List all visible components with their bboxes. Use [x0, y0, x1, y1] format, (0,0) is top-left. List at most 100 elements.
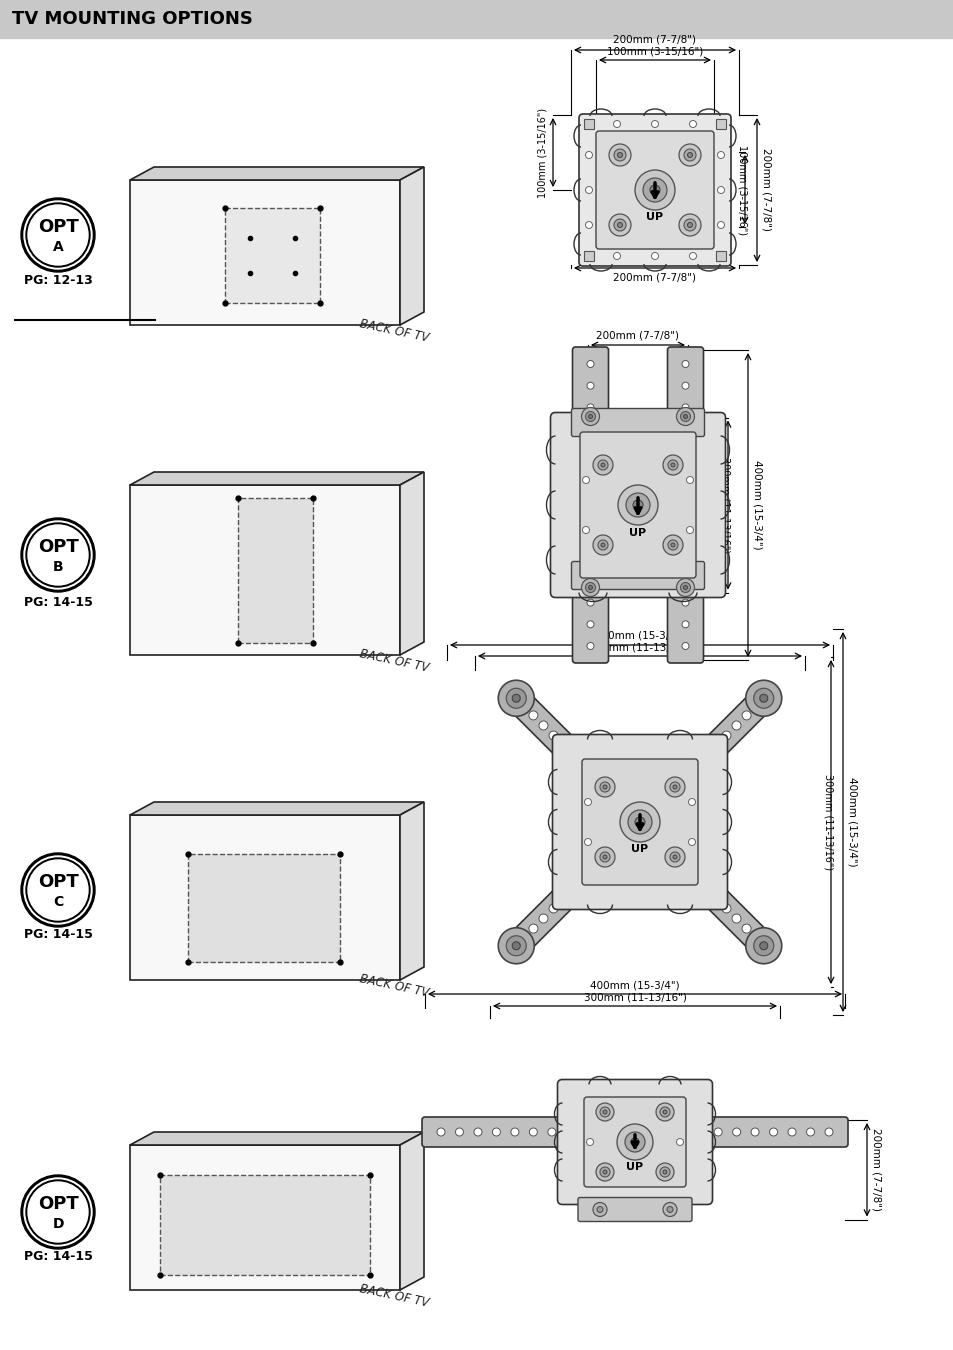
Circle shape	[585, 412, 595, 421]
Bar	[130, 1145, 399, 1291]
Circle shape	[717, 186, 723, 193]
Bar	[225, 208, 319, 302]
Circle shape	[602, 1110, 606, 1114]
Circle shape	[751, 701, 760, 710]
Bar	[716, 119, 725, 130]
Circle shape	[593, 535, 613, 555]
Text: D: D	[52, 1216, 64, 1231]
Circle shape	[824, 1129, 832, 1135]
Text: C: C	[52, 895, 63, 909]
Circle shape	[617, 223, 622, 228]
Circle shape	[618, 485, 658, 525]
Circle shape	[582, 477, 589, 483]
Circle shape	[26, 859, 90, 922]
Circle shape	[582, 526, 589, 533]
Circle shape	[538, 721, 547, 730]
Circle shape	[731, 914, 740, 923]
Circle shape	[586, 425, 594, 432]
Polygon shape	[130, 802, 423, 815]
Circle shape	[750, 1129, 759, 1135]
Text: B: B	[52, 560, 63, 574]
Circle shape	[586, 643, 594, 649]
Circle shape	[687, 153, 692, 158]
Text: BACK OF TV: BACK OF TV	[357, 972, 430, 999]
Circle shape	[558, 741, 568, 751]
Circle shape	[681, 578, 688, 585]
Circle shape	[595, 846, 615, 867]
FancyBboxPatch shape	[581, 759, 698, 886]
Circle shape	[602, 784, 606, 788]
Circle shape	[617, 153, 622, 158]
Circle shape	[669, 852, 679, 863]
Circle shape	[701, 884, 710, 892]
Circle shape	[613, 120, 619, 127]
Circle shape	[672, 855, 677, 859]
Circle shape	[585, 186, 592, 193]
Text: 200mm (7-7/8"): 200mm (7-7/8")	[596, 331, 679, 342]
Circle shape	[681, 404, 688, 410]
Circle shape	[28, 525, 88, 585]
Circle shape	[769, 1129, 777, 1135]
Text: 300mm (11-13/16"): 300mm (11-13/16")	[823, 774, 833, 869]
Circle shape	[26, 1180, 90, 1243]
Circle shape	[689, 120, 696, 127]
Circle shape	[617, 1125, 652, 1160]
Bar	[188, 855, 339, 963]
Circle shape	[613, 252, 619, 259]
Bar	[160, 1174, 370, 1274]
Polygon shape	[130, 167, 423, 180]
Circle shape	[512, 694, 519, 702]
Text: 400mm (15-3/4"): 400mm (15-3/4")	[595, 630, 684, 641]
Text: BACK OF TV: BACK OF TV	[357, 1282, 430, 1310]
Bar	[583, 119, 594, 130]
Bar	[130, 485, 399, 655]
Circle shape	[630, 1138, 639, 1146]
Circle shape	[586, 447, 594, 454]
Circle shape	[569, 884, 578, 892]
Text: 300mm (11-13/16"): 300mm (11-13/16")	[583, 994, 686, 1003]
Circle shape	[664, 846, 684, 867]
Circle shape	[670, 463, 675, 467]
Circle shape	[21, 1174, 95, 1249]
Circle shape	[662, 535, 682, 555]
Circle shape	[649, 185, 659, 194]
Circle shape	[595, 778, 615, 796]
Circle shape	[682, 414, 687, 418]
Bar	[716, 251, 725, 261]
Polygon shape	[399, 1133, 423, 1291]
Text: PG: 14-15: PG: 14-15	[24, 929, 92, 941]
Circle shape	[586, 621, 594, 628]
Circle shape	[741, 925, 750, 933]
Circle shape	[686, 477, 693, 483]
Text: 200mm (7-7/8"): 200mm (7-7/8")	[871, 1129, 882, 1211]
Circle shape	[581, 408, 598, 425]
Circle shape	[28, 1183, 88, 1242]
Circle shape	[529, 1129, 537, 1135]
Circle shape	[681, 643, 688, 649]
Circle shape	[682, 586, 687, 590]
Circle shape	[681, 468, 688, 477]
FancyBboxPatch shape	[552, 734, 727, 910]
Circle shape	[596, 1103, 614, 1120]
Circle shape	[602, 1170, 606, 1174]
FancyBboxPatch shape	[667, 347, 702, 663]
Circle shape	[474, 1129, 481, 1135]
Circle shape	[662, 1170, 666, 1174]
Circle shape	[602, 855, 606, 859]
Circle shape	[21, 518, 95, 593]
Circle shape	[751, 934, 760, 944]
FancyBboxPatch shape	[571, 562, 703, 590]
Text: 400mm (15-3/4"): 400mm (15-3/4")	[752, 460, 762, 549]
Circle shape	[681, 535, 688, 541]
Text: 300mm (11-13/16"): 300mm (11-13/16")	[720, 456, 730, 554]
Circle shape	[664, 778, 684, 796]
Polygon shape	[399, 472, 423, 655]
Circle shape	[608, 144, 630, 166]
Bar	[130, 180, 399, 325]
Circle shape	[670, 543, 675, 547]
Text: PG: 12-13: PG: 12-13	[24, 274, 92, 286]
Circle shape	[600, 463, 604, 467]
Circle shape	[598, 540, 607, 549]
Circle shape	[492, 1129, 500, 1135]
Text: UP: UP	[631, 844, 648, 855]
